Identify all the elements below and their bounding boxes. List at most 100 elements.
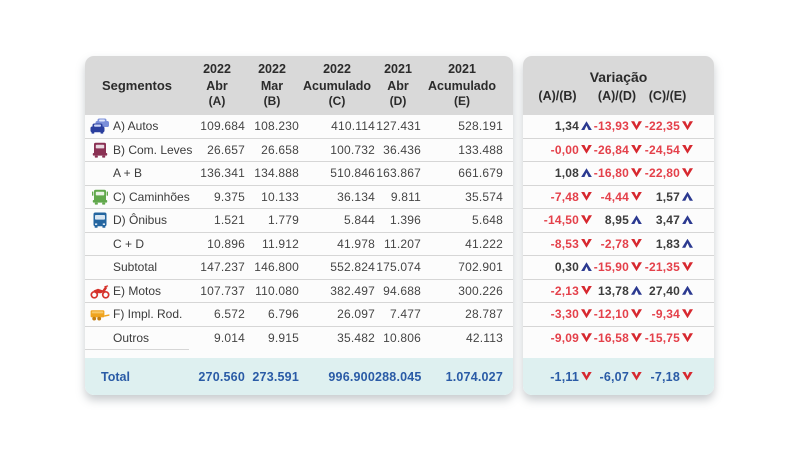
trend-arrow-icon bbox=[682, 333, 693, 343]
trend-arrow-icon bbox=[581, 121, 592, 131]
variation-column-header: (A)/(B) bbox=[538, 88, 577, 103]
variation-total-value: -1,11 bbox=[550, 369, 579, 384]
variation-row-motos: -2,13 13,78 27,40 bbox=[523, 280, 714, 303]
segment-cell: F) Impl. Rod. bbox=[85, 303, 189, 326]
variation-value: -16,80 bbox=[593, 166, 629, 181]
table-row-com-leves: B) Com. Leves 26.657 26.658 100.732 36.4… bbox=[85, 139, 513, 162]
trend-arrow-icon bbox=[581, 168, 592, 178]
value-cell: 41.222 bbox=[465, 236, 503, 251]
value-cell: 36.134 bbox=[337, 189, 375, 204]
table-row-autos: A) Autos 109.684 108.230 410.114 127.431… bbox=[85, 115, 513, 139]
value-cell: 26.657 bbox=[207, 142, 245, 157]
variation-value: -0,00 bbox=[550, 142, 579, 157]
variation-value: -3,30 bbox=[550, 307, 579, 322]
variation-row-a-plus-b: 1,08 -16,80 -22,80 bbox=[523, 162, 714, 186]
column-header-c: 2022 Acumulado (C) bbox=[302, 62, 372, 108]
trend-arrow-icon bbox=[682, 168, 693, 178]
variation-total-cell: -6,07 bbox=[592, 370, 642, 384]
variation-value: -2,78 bbox=[600, 236, 629, 251]
value-cell: 136.341 bbox=[200, 166, 245, 181]
table-row-subtotal: Subtotal 147.237 146.800 552.824 175.074… bbox=[85, 256, 513, 280]
segment-cell: B) Com. Leves bbox=[85, 139, 192, 162]
variation-value: 1,83 bbox=[655, 236, 680, 251]
segment-cell: C + D bbox=[85, 233, 189, 256]
table-row-c-plus-d: C + D 10.896 11.912 41.978 11.207 41.222 bbox=[85, 233, 513, 256]
variation-value: 1,08 bbox=[554, 166, 579, 181]
segments-table-header: Segmentos 2022 Abr (A) 2022 Mar (B) 2022… bbox=[85, 56, 513, 115]
variation-cell: -8,53 bbox=[523, 237, 592, 251]
variation-row-c-plus-d: -8,53 -2,78 1,83 bbox=[523, 233, 714, 256]
trend-arrow-icon bbox=[581, 191, 592, 201]
segment-cell: A + B bbox=[85, 162, 189, 185]
value-cell: 382.497 bbox=[330, 283, 375, 298]
variation-cell: 1,08 bbox=[523, 166, 592, 180]
variation-cell: 1,34 bbox=[523, 119, 592, 133]
value-cell: 94.688 bbox=[383, 283, 421, 298]
trend-arrow-icon bbox=[581, 262, 592, 272]
variation-cell: 27,40 bbox=[642, 284, 693, 298]
variation-cell: 0,30 bbox=[523, 260, 592, 274]
variation-cell: -0,00 bbox=[523, 143, 592, 157]
variation-value: -21,35 bbox=[644, 260, 680, 275]
variation-total-row: -1,11 -6,07 -7,18 bbox=[523, 358, 714, 395]
variation-cell: 1,57 bbox=[642, 190, 693, 204]
segment-label: E) Motos bbox=[113, 283, 162, 298]
variation-cell: -16,58 bbox=[592, 331, 642, 345]
variation-header: Variação (A)/(B) (A)/(D) (C)/(E) bbox=[523, 56, 714, 115]
segments-panel: Segmentos 2022 Abr (A) 2022 Mar (B) 2022… bbox=[85, 56, 513, 395]
segment-cell: E) Motos bbox=[85, 280, 189, 303]
value-cell: 6.796 bbox=[267, 307, 299, 322]
value-cell: 6.572 bbox=[213, 307, 245, 322]
value-cell: 5.844 bbox=[343, 213, 375, 228]
trend-arrow-icon bbox=[682, 121, 693, 131]
segment-label: Subtotal bbox=[113, 260, 158, 275]
value-cell: 133.488 bbox=[458, 142, 503, 157]
table-row-caminhoes: C) Caminhões 9.375 10.133 36.134 9.811 3… bbox=[85, 186, 513, 209]
trend-arrow-icon bbox=[682, 262, 693, 272]
value-cell: 36.436 bbox=[383, 142, 421, 157]
variation-value: 3,47 bbox=[655, 213, 680, 228]
trend-arrow-icon bbox=[682, 191, 693, 201]
variation-total-value: -6,07 bbox=[599, 369, 629, 384]
segments-rows: A) Autos 109.684 108.230 410.114 127.431… bbox=[85, 115, 513, 350]
variation-cell: -13,93 bbox=[592, 119, 642, 133]
variation-value: 1,57 bbox=[655, 189, 680, 204]
segment-label: A + B bbox=[113, 166, 143, 181]
value-cell: 702.901 bbox=[458, 260, 503, 275]
value-cell: 528.191 bbox=[458, 119, 503, 134]
trend-arrow-icon bbox=[581, 285, 592, 295]
variation-value: -13,93 bbox=[593, 119, 629, 134]
variation-row-outros: -9,09 -16,58 -15,75 bbox=[523, 327, 714, 351]
variation-total-value: -7,18 bbox=[650, 369, 680, 384]
trend-arrow-icon bbox=[631, 121, 642, 131]
segment-cell: A) Autos bbox=[85, 115, 189, 138]
variation-row-autos: 1,34 -13,93 -22,35 bbox=[523, 115, 714, 139]
segment-label: C + D bbox=[113, 236, 145, 251]
variation-cell: -3,30 bbox=[523, 307, 592, 321]
variation-value: -7,48 bbox=[550, 189, 579, 204]
trend-arrow-icon bbox=[682, 215, 693, 225]
segments-column-header: Segmentos bbox=[101, 78, 173, 93]
variation-value: -15,90 bbox=[593, 260, 629, 275]
value-cell: 35.482 bbox=[337, 331, 375, 346]
variation-cell: -21,35 bbox=[642, 260, 693, 274]
variation-value: -22,35 bbox=[644, 119, 680, 134]
variation-row-com-leves: -0,00 -26,84 -24,54 bbox=[523, 139, 714, 162]
caminhoes-icon bbox=[90, 189, 110, 205]
table-row-impl-rod: F) Impl. Rod. 6.572 6.796 26.097 7.477 2… bbox=[85, 303, 513, 327]
segment-label: F) Impl. Rod. bbox=[113, 307, 183, 322]
variation-value: -12,10 bbox=[593, 307, 629, 322]
trend-arrow-icon bbox=[682, 144, 693, 154]
value-cell: 10.896 bbox=[207, 236, 245, 251]
trend-arrow-icon bbox=[631, 144, 642, 154]
value-cell: 41.978 bbox=[337, 236, 375, 251]
onibus-icon bbox=[90, 212, 110, 229]
value-cell: 100.732 bbox=[330, 142, 375, 157]
value-cell: 1.521 bbox=[213, 213, 245, 228]
impl-rod-icon bbox=[90, 306, 110, 322]
table-row-outros: Outros 9.014 9.915 35.482 10.806 42.113 bbox=[85, 327, 513, 350]
variation-total-cell: -1,11 bbox=[523, 370, 592, 384]
variation-title: Variação bbox=[589, 68, 648, 85]
variation-cell: -4,44 bbox=[592, 190, 642, 204]
variation-value: -24,54 bbox=[644, 142, 680, 157]
